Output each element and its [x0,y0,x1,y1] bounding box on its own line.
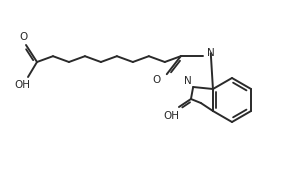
Text: OH: OH [163,111,179,121]
Text: N: N [184,76,192,86]
Text: O: O [19,32,27,42]
Text: N: N [207,48,215,58]
Text: O: O [153,75,161,85]
Text: OH: OH [14,80,30,90]
